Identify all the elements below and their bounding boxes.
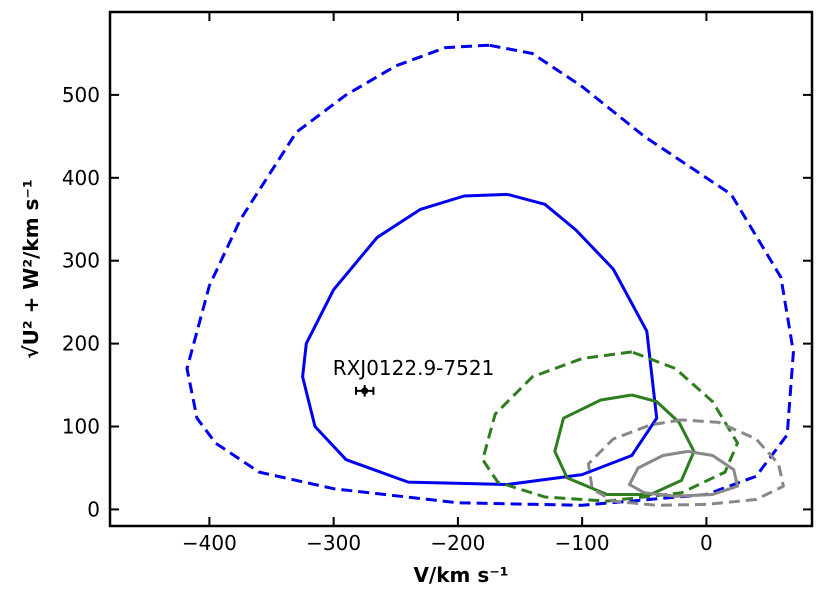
x-tick-label: −300 xyxy=(306,531,361,555)
plot-area xyxy=(185,43,795,507)
y-tick-label: 500 xyxy=(62,83,100,107)
x-ticks: −400 −300 −200 −100 0 xyxy=(182,12,713,555)
point-label: RXJ0122.9-7521 xyxy=(333,356,495,380)
contour-series-3 xyxy=(553,393,696,496)
x-tick-label: −400 xyxy=(182,531,237,555)
contour-series-4 xyxy=(586,418,785,507)
x-tick-label: −200 xyxy=(430,531,485,555)
contour-series-0 xyxy=(185,43,795,507)
y-axis-label: √U² + W²/km s⁻¹ xyxy=(19,179,43,358)
data-point xyxy=(361,387,369,395)
axes-frame xyxy=(108,10,814,528)
y-tick-label: 100 xyxy=(62,415,100,439)
x-tick-label: −100 xyxy=(555,531,610,555)
y-ticks: 0 100 200 300 400 500 xyxy=(62,83,812,521)
axes xyxy=(108,10,814,528)
contour-series-2 xyxy=(481,350,739,503)
x-axis-label: V/km s⁻¹ xyxy=(413,563,508,587)
y-tick-label: 300 xyxy=(62,249,100,273)
y-tick-label: 200 xyxy=(62,332,100,356)
y-tick-label: 0 xyxy=(87,497,100,521)
contour-series-1 xyxy=(301,192,659,486)
contour-series-5 xyxy=(627,449,739,498)
annotations: RXJ0122.9-7521 xyxy=(333,356,495,397)
x-tick-label: 0 xyxy=(700,531,713,555)
y-tick-label: 400 xyxy=(62,166,100,190)
